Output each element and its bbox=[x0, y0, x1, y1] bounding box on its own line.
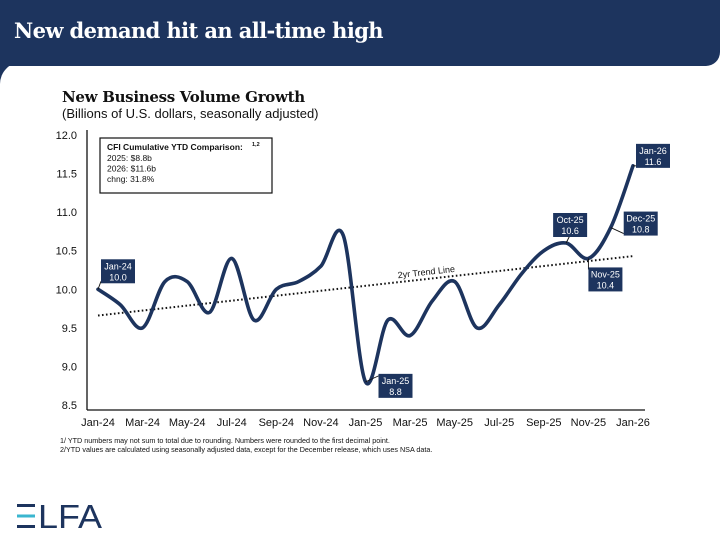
x-tick-label: Mar-24 bbox=[125, 417, 160, 429]
data-label-month: Jan-25 bbox=[382, 376, 410, 386]
chart-subtitle: (Billions of U.S. dollars, seasonally ad… bbox=[62, 106, 319, 121]
x-tick-label: May-24 bbox=[169, 417, 206, 429]
y-tick-label: 9.5 bbox=[62, 323, 77, 335]
footnote-1: 1/ YTD numbers may not sum to total due … bbox=[60, 436, 390, 445]
y-tick-label: 11.5 bbox=[56, 169, 77, 181]
trend-line bbox=[97, 255, 634, 317]
x-tick-label: Mar-25 bbox=[393, 417, 428, 429]
x-tick-label: May-25 bbox=[436, 417, 473, 429]
data-label-value: 10.0 bbox=[109, 272, 127, 282]
data-label-month: Jan-26 bbox=[639, 146, 667, 156]
data-label-box bbox=[636, 143, 670, 168]
data-label-month: Oct-25 bbox=[557, 215, 584, 225]
data-label-leader bbox=[365, 375, 379, 383]
ytd-comparison-title: CFI Cumulative YTD Comparison: bbox=[107, 142, 243, 152]
elfa-logo: LFA bbox=[17, 503, 102, 529]
ytd-comparison-box bbox=[99, 137, 273, 194]
x-tick-label: Jan-26 bbox=[616, 417, 650, 429]
y-tick-label: 10.5 bbox=[56, 246, 77, 258]
x-tick-label: Jan-24 bbox=[81, 417, 115, 429]
x-tick-label: Sep-25 bbox=[526, 417, 561, 429]
y-tick-label: 12.0 bbox=[56, 130, 77, 142]
series-line bbox=[96, 164, 635, 386]
ytd-comparison-superscript: 1,2 bbox=[252, 142, 260, 148]
x-tick-label: Jan-25 bbox=[349, 417, 383, 429]
data-label-month: Nov-25 bbox=[591, 269, 620, 279]
footnote-2: 2/YTD values are calculated using season… bbox=[60, 445, 433, 454]
y-tick-label: 8.5 bbox=[62, 400, 77, 412]
data-label-box bbox=[553, 213, 588, 237]
x-tick-label: Jul-25 bbox=[484, 417, 514, 429]
x-tick-label: Jul-24 bbox=[217, 417, 247, 429]
logo-bar-top bbox=[17, 504, 35, 507]
chart-title: New Business Volume Growth bbox=[62, 88, 305, 106]
x-tick-label: Nov-25 bbox=[571, 417, 606, 429]
y-tick-label: 10.0 bbox=[56, 284, 77, 296]
ytd-comparison-line: 2025: $8.8b bbox=[107, 153, 152, 163]
data-label-value: 10.6 bbox=[561, 226, 579, 236]
y-tick-label: 9.0 bbox=[62, 361, 77, 373]
x-tick-label: Nov-24 bbox=[303, 417, 338, 429]
logo-bar-bot bbox=[17, 525, 35, 528]
data-label-box bbox=[623, 211, 658, 236]
data-label-value: 10.8 bbox=[632, 225, 650, 235]
data-label-value: 11.6 bbox=[645, 157, 662, 167]
x-tick-label: Sep-24 bbox=[259, 417, 294, 429]
data-label-box bbox=[101, 259, 135, 284]
data-label-leader bbox=[97, 281, 102, 290]
data-label-month: Dec-25 bbox=[626, 214, 655, 224]
data-label-box bbox=[378, 373, 413, 398]
y-tick-label: 11.0 bbox=[56, 207, 77, 219]
data-label-value: 10.4 bbox=[597, 280, 615, 290]
data-label-leader bbox=[610, 227, 624, 234]
trend-line-label: 2yr Trend Line bbox=[397, 264, 455, 280]
ytd-comparison-line: chng: 31.8% bbox=[107, 174, 155, 184]
header-corner bbox=[0, 62, 44, 106]
header-bar bbox=[0, 0, 720, 66]
data-label-value: 8.8 bbox=[389, 387, 402, 397]
logo-bar-mid bbox=[17, 514, 35, 518]
page-title: New demand hit an all-time high bbox=[14, 18, 384, 43]
data-label-month: Jan-24 bbox=[104, 261, 132, 271]
ytd-comparison-line: 2026: $11.6b bbox=[107, 164, 156, 174]
logo-text: LFA bbox=[38, 503, 102, 529]
data-label-box bbox=[588, 267, 623, 292]
